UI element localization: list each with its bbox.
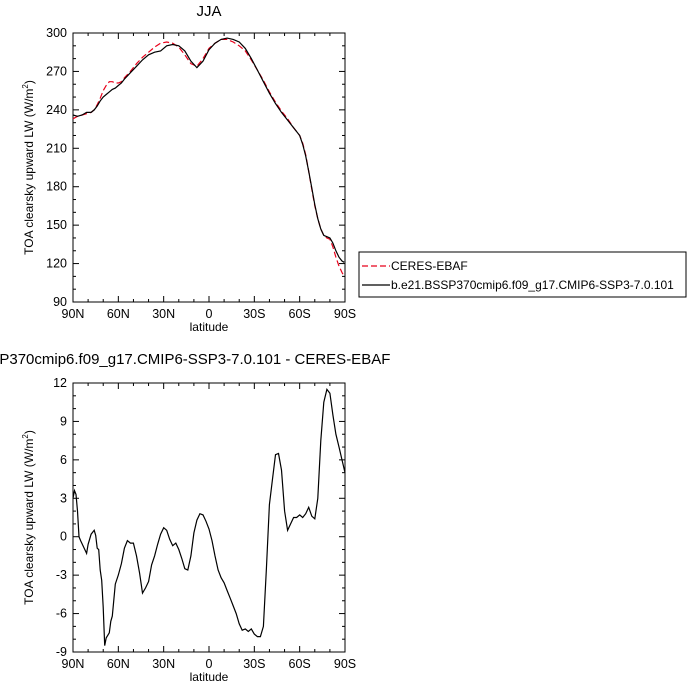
y-tick-label: 12 [53,376,67,390]
y-tick-label: 0 [60,530,67,544]
y-tick-label: 150 [46,218,67,232]
y-tick-label: 90 [53,295,67,309]
chart-title: b.e21.BSSP370cmip6.f09_g17.CMIP6-SSP3-7.… [0,351,390,368]
x-tick-label: 60S [289,307,311,321]
series-line-0 [73,389,345,645]
y-tick-label: 300 [46,26,67,40]
y-tick-label: 120 [46,257,67,271]
x-axis-title: latitude [190,320,229,334]
x-tick-label: 90N [62,657,85,671]
y-tick-label: 210 [46,141,67,155]
y-axis-title: TOA clearsky upward LW (W/m2) [21,430,36,605]
y-tick-label: 6 [60,453,67,467]
y-tick-label: 270 [46,64,67,78]
x-tick-label: 60N [107,307,130,321]
legend-label-1: b.e21.BSSP370cmip6.f09_g17.CMIP6-SSP3-7.… [391,278,674,292]
x-axis-title: latitude [190,670,229,684]
plot-frame [73,33,345,302]
x-tick-label: 90N [62,307,85,321]
series-line-1 [73,38,344,262]
y-tick-label: 240 [46,103,67,117]
legend-label-0: CERES-EBAF [391,259,468,273]
y-tick-label: 9 [60,414,67,428]
x-tick-label: 0 [206,307,213,321]
y-tick-label: -6 [56,607,67,621]
x-tick-label: 30S [243,657,265,671]
y-axis-title: TOA clearsky upward LW (W/m2) [21,80,36,255]
y-tick-label: 180 [46,180,67,194]
x-tick-label: 0 [206,657,213,671]
y-tick-label: -9 [56,645,67,659]
x-tick-label: 90S [334,307,356,321]
chart-legend: CERES-EBAF b.e21.BSSP370cmip6.f09_g17.CMI… [359,252,686,297]
x-tick-label: 60S [289,657,311,671]
x-tick-label: 90S [334,657,356,671]
chart-title: JJA [196,3,221,20]
x-tick-label: 30S [243,307,265,321]
x-tick-label: 30N [152,307,175,321]
plot-frame [73,383,345,652]
series-line-0 [73,39,344,276]
x-tick-label: 30N [152,657,175,671]
top-line-chart: 90N 60N 30N 0 30S 60S 90S 90 120 150 180 210 240 270 3… [21,3,356,334]
x-tick-label: 60N [107,657,130,671]
y-tick-label: -3 [56,568,67,582]
difference-line-chart: 90N 60N 30N 0 30S 60S 90S -9 -6 -3 0 3 6 9 12 b.e21.BSS… [0,351,390,684]
y-tick-label: 3 [60,491,67,505]
